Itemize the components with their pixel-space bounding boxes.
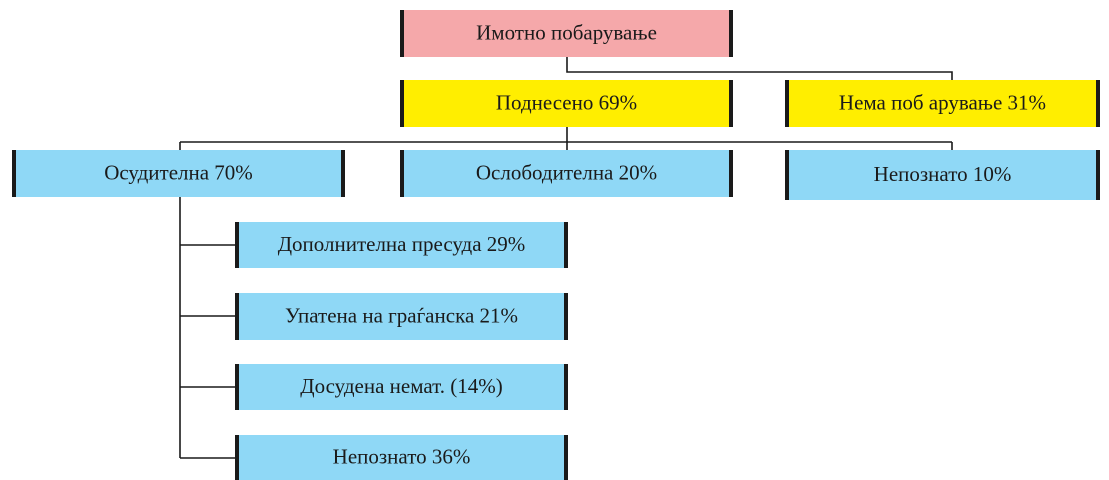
node-edge	[729, 150, 733, 197]
node-edge	[729, 10, 733, 57]
node-box	[400, 80, 733, 127]
node-box	[785, 80, 1100, 127]
node-label: Осудителна 70%	[104, 160, 253, 184]
node-edge	[1096, 150, 1100, 200]
node-edge	[235, 364, 239, 410]
node-label: Непознато 10%	[874, 162, 1012, 186]
node-box	[235, 293, 568, 340]
connector	[179, 127, 953, 150]
node-edge	[564, 293, 568, 340]
node-box	[235, 222, 568, 268]
node-edge	[729, 80, 733, 127]
node-edge	[400, 80, 404, 127]
connector	[566, 57, 953, 80]
node-box	[400, 10, 733, 57]
node-label: Досудена немат. (14%)	[300, 374, 502, 398]
node-box	[12, 150, 345, 197]
node-edge	[400, 10, 404, 57]
connectors	[179, 57, 953, 459]
node-label: Ослободителна 20%	[476, 160, 657, 184]
node-box	[400, 150, 733, 197]
node-label: Непознато 36%	[333, 444, 471, 468]
node-label: Упатена на граѓанска 21%	[285, 303, 518, 327]
node-edge	[564, 222, 568, 268]
node-box	[235, 435, 568, 480]
node-box	[785, 150, 1100, 200]
connector	[179, 197, 235, 459]
node-edge	[12, 150, 16, 197]
node-edge	[1096, 80, 1100, 127]
node-label: Дополнителна пресуда 29%	[278, 232, 526, 256]
node-label: Нема поб арување 31%	[839, 90, 1046, 114]
node-edge	[235, 293, 239, 340]
node-box	[235, 364, 568, 410]
node-edge	[564, 364, 568, 410]
node-label: Поднесено 69%	[496, 90, 637, 114]
node-edge	[235, 435, 239, 480]
node-edge	[785, 80, 789, 127]
node-edge	[341, 150, 345, 197]
node-edge	[564, 435, 568, 480]
node-edge	[235, 222, 239, 268]
node-edge	[785, 150, 789, 200]
node-label: Имотно побарување	[476, 20, 657, 44]
node-edge	[400, 150, 404, 197]
